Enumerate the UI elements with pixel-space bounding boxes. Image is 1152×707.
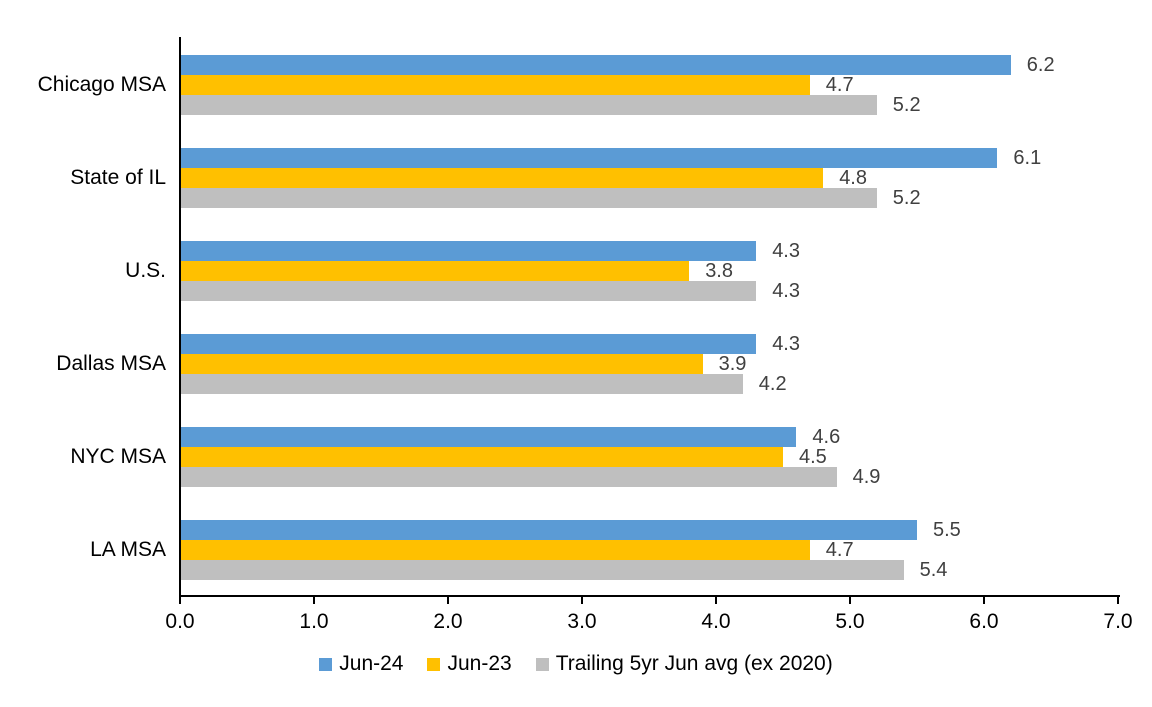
category-label-la-msa: LA MSA — [90, 538, 166, 561]
legend-swatch-jun-23 — [427, 657, 441, 671]
data-label-jun-23-nyc-msa: 4.5 — [799, 446, 827, 468]
x-tick-mark-0.0 — [179, 597, 181, 604]
data-label-trailing-5yr-jun-avg-ex-2020-nyc-msa: 4.9 — [852, 466, 881, 488]
y-axis-line — [179, 37, 181, 597]
bar-jun-23-la-msa[interactable] — [181, 540, 810, 560]
x-axis-line — [179, 595, 1120, 597]
legend-item-jun-23[interactable]: Jun-23 — [427, 652, 512, 676]
data-label-jun-23-u-s: 3.8 — [705, 260, 733, 282]
category-label-chicago-msa: Chicago MSA — [37, 73, 166, 96]
data-label-trailing-5yr-jun-avg-ex-2020-u-s: 4.3 — [772, 280, 800, 302]
x-tick-mark-1.0 — [313, 597, 315, 604]
x-tick-label-4.0: 4.0 — [701, 610, 731, 633]
data-label-trailing-5yr-jun-avg-ex-2020-la-msa: 5.4 — [919, 559, 948, 581]
bar-trailing-5yr-jun-avg-ex-2020-nyc-msa[interactable] — [181, 467, 837, 487]
legend-swatch-jun-24 — [319, 657, 333, 671]
data-label-jun-24-la-msa: 5.5 — [933, 519, 961, 541]
data-label-jun-23-state-of-il: 4.8 — [839, 167, 867, 189]
bar-jun-24-la-msa[interactable] — [181, 520, 917, 540]
bar-jun-24-nyc-msa[interactable] — [181, 427, 797, 447]
bar-jun-23-u-s[interactable] — [181, 261, 690, 281]
legend-label-trailing-5yr-jun-avg-ex-2020: Trailing 5yr Jun avg (ex 2020) — [555, 652, 833, 675]
bar-jun-23-state-of-il[interactable] — [181, 168, 824, 188]
data-label-jun-24-dallas-msa: 4.3 — [772, 333, 800, 355]
x-tick-mark-6.0 — [983, 597, 985, 604]
x-tick-mark-5.0 — [849, 597, 851, 604]
bar-trailing-5yr-jun-avg-ex-2020-state-of-il[interactable] — [181, 188, 877, 208]
bar-jun-23-chicago-msa[interactable] — [181, 75, 810, 95]
bar-trailing-5yr-jun-avg-ex-2020-la-msa[interactable] — [181, 560, 904, 580]
category-label-u-s: U.S. — [125, 259, 166, 282]
data-label-jun-24-chicago-msa: 6.2 — [1026, 54, 1055, 76]
legend-swatch-trailing-5yr-jun-avg-ex-2020 — [535, 657, 549, 671]
x-tick-label-3.0: 3.0 — [567, 610, 597, 633]
data-label-trailing-5yr-jun-avg-ex-2020-dallas-msa: 4.2 — [758, 373, 787, 395]
data-label-jun-24-u-s: 4.3 — [772, 240, 800, 262]
x-tick-mark-7.0 — [1117, 597, 1119, 604]
bar-jun-24-state-of-il[interactable] — [181, 148, 998, 168]
x-tick-mark-2.0 — [447, 597, 449, 604]
category-label-dallas-msa: Dallas MSA — [56, 352, 166, 375]
x-tick-label-2.0: 2.0 — [433, 610, 463, 633]
bar-jun-24-u-s[interactable] — [181, 241, 757, 261]
legend: Jun-24 Jun-23 Trailing 5yr Jun avg (ex 202… — [0, 650, 1152, 678]
x-tick-label-0.0: 0.0 — [165, 610, 195, 633]
x-tick-mark-4.0 — [715, 597, 717, 604]
bar-trailing-5yr-jun-avg-ex-2020-u-s[interactable] — [181, 281, 757, 301]
legend-item-trailing-5yr-jun-avg-ex-2020[interactable]: Trailing 5yr Jun avg (ex 2020) — [535, 652, 833, 676]
data-label-jun-24-state-of-il: 6.1 — [1013, 147, 1042, 169]
x-tick-label-7.0: 7.0 — [1103, 610, 1133, 633]
data-label-jun-23-la-msa: 4.7 — [825, 539, 854, 561]
category-label-state-of-il: State of IL — [70, 166, 166, 189]
category-label-nyc-msa: NYC MSA — [70, 445, 166, 468]
data-label-jun-23-chicago-msa: 4.7 — [825, 74, 854, 96]
data-label-jun-24-nyc-msa: 4.6 — [812, 426, 841, 448]
bar-jun-24-chicago-msa[interactable] — [181, 55, 1011, 75]
data-label-trailing-5yr-jun-avg-ex-2020-state-of-il: 5.2 — [892, 187, 921, 209]
x-tick-label-5.0: 5.0 — [835, 610, 865, 633]
bar-jun-23-dallas-msa[interactable] — [181, 354, 703, 374]
bar-jun-24-dallas-msa[interactable] — [181, 334, 757, 354]
x-tick-label-1.0: 1.0 — [299, 610, 329, 633]
legend-label-jun-24: Jun-24 — [339, 652, 404, 675]
data-label-jun-23-dallas-msa: 3.9 — [718, 353, 747, 375]
x-tick-label-6.0: 6.0 — [969, 610, 999, 633]
legend-item-jun-24[interactable]: Jun-24 — [319, 652, 403, 676]
bar-jun-23-nyc-msa[interactable] — [181, 447, 783, 467]
data-label-trailing-5yr-jun-avg-ex-2020-chicago-msa: 5.2 — [892, 94, 921, 116]
legend-label-jun-23: Jun-23 — [447, 652, 512, 675]
x-tick-mark-3.0 — [581, 597, 583, 604]
bar-trailing-5yr-jun-avg-ex-2020-chicago-msa[interactable] — [181, 95, 877, 115]
bar-trailing-5yr-jun-avg-ex-2020-dallas-msa[interactable] — [181, 374, 743, 394]
